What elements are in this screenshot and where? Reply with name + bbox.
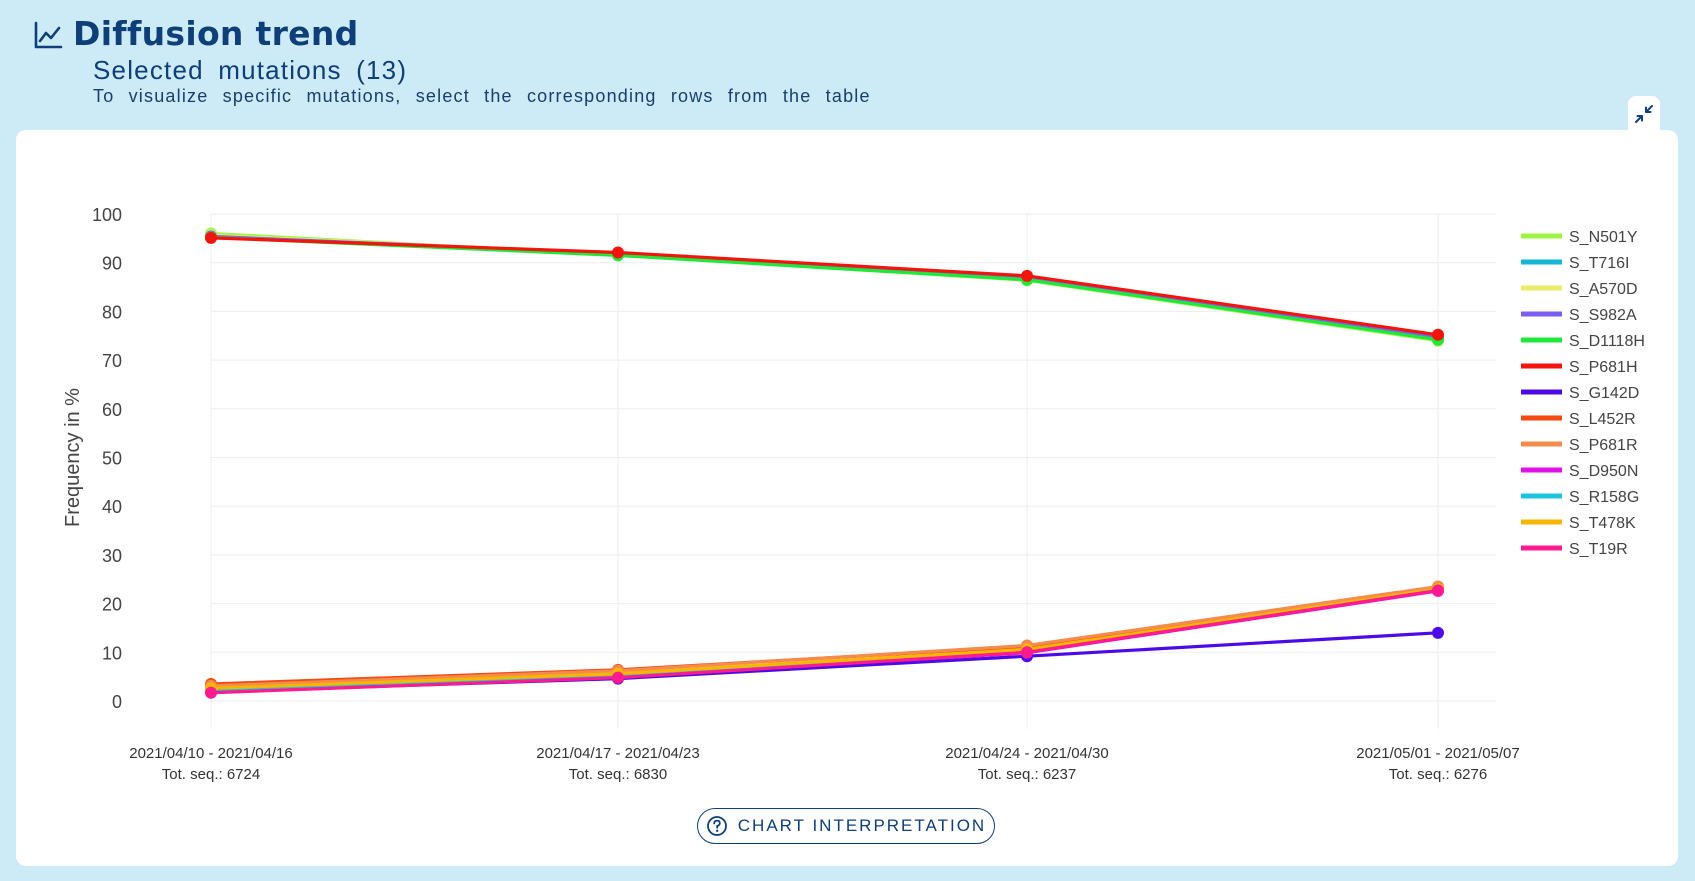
y-tick-label: 100 — [92, 205, 122, 225]
chart-card: 0 10 20 30 40 50 60 70 80 90 100 Frequency in % 2021… — [16, 130, 1678, 866]
legend-label: S_L452R — [1569, 411, 1636, 428]
x-tick-label-total: Tot. seq.: 6276 — [1389, 766, 1487, 783]
legend-label: S_G142D — [1569, 385, 1639, 402]
selected-mutations-subtitle: Selected mutations (13) — [93, 55, 408, 85]
chart-interpretation-label: CHART INTERPRETATION — [737, 816, 987, 835]
header: Diffusion trend Selected mutations (13) … — [33, 14, 871, 107]
collapse-button[interactable] — [1628, 96, 1660, 132]
x-tick-label-total: Tot. seq.: 6724 — [162, 766, 260, 783]
diffusion-trend-chart: 0 10 20 30 40 50 60 70 80 90 100 Frequency in % 2021… — [62, 205, 1645, 783]
series-line-S_T716I — [210, 235, 1439, 340]
legend-label: S_R158G — [1569, 489, 1639, 506]
x-tick-label-range: 2021/04/24 - 2021/04/30 — [945, 745, 1108, 762]
legend-label: S_T716I — [1569, 255, 1629, 272]
title-row: Diffusion trend — [33, 14, 871, 53]
data-point-S_T19R — [612, 671, 624, 684]
y-tick-label: 30 — [102, 546, 122, 566]
selection-hint: To visualize specific mutations, select … — [93, 86, 871, 106]
x-tick-label-range: 2021/04/17 - 2021/04/23 — [536, 745, 699, 762]
y-tick-label: 60 — [102, 400, 122, 420]
y-tick-label: 50 — [102, 449, 122, 469]
x-tick-label-total: Tot. seq.: 6830 — [569, 766, 667, 783]
legend-label: S_T478K — [1569, 515, 1636, 532]
x-tick-label-total: Tot. seq.: 6237 — [978, 766, 1076, 783]
chart-line-icon — [34, 21, 63, 48]
y-tick-label: 0 — [112, 692, 122, 712]
data-point-S_G142D — [1432, 626, 1444, 639]
legend-label: S_A570D — [1569, 281, 1638, 298]
chart-interpretation-button[interactable]: CHART INTERPRETATION — [697, 808, 995, 844]
y-tick-label: 90 — [102, 254, 122, 274]
data-point-S_P681H — [612, 246, 624, 259]
series-line-S_L452R — [210, 586, 1439, 686]
y-tick-label: 70 — [102, 351, 122, 371]
page-title: Diffusion trend — [73, 14, 359, 53]
data-point-S_P681H — [1021, 269, 1033, 282]
legend-label: S_N501Y — [1569, 229, 1638, 246]
data-point-S_T19R — [1432, 584, 1444, 597]
data-point-S_T19R — [205, 686, 217, 699]
y-axis-label: Frequency in % — [62, 388, 84, 527]
series-line-S_N501Y — [210, 231, 1439, 343]
legend-label: S_T19R — [1569, 541, 1628, 558]
y-tick-label: 40 — [102, 497, 122, 517]
y-tick-label: 20 — [102, 595, 122, 615]
data-point-S_T19R — [1021, 646, 1033, 659]
x-tick-label-range: 2021/04/10 - 2021/04/16 — [129, 745, 292, 762]
collapse-arrows-icon — [1635, 105, 1653, 123]
legend-label: S_P681R — [1569, 437, 1638, 454]
series-line-S_R158G — [210, 588, 1439, 692]
legend-label: S_S982A — [1569, 307, 1637, 324]
series-line-S_A570D — [210, 233, 1439, 340]
series-line-S_T19R — [210, 588, 1439, 695]
data-point-S_P681H — [1432, 328, 1444, 341]
x-tick-label-range: 2021/05/01 - 2021/05/07 — [1356, 745, 1519, 762]
series-line-S_S982A — [210, 234, 1439, 339]
series-line-S_P681R — [210, 584, 1439, 688]
series-line-S_T478K — [210, 587, 1439, 690]
legend-label: S_D1118H — [1569, 333, 1645, 350]
y-tick-label: 10 — [102, 643, 122, 663]
y-tick-label: 80 — [102, 302, 122, 322]
legend-label: S_D950N — [1569, 463, 1638, 480]
help-circle-icon — [706, 816, 727, 836]
legend-label: S_P681H — [1569, 359, 1638, 376]
data-point-S_P681H — [205, 231, 217, 244]
series-line-S_P681H — [210, 236, 1439, 337]
series-line-S_D1118H — [210, 235, 1439, 342]
